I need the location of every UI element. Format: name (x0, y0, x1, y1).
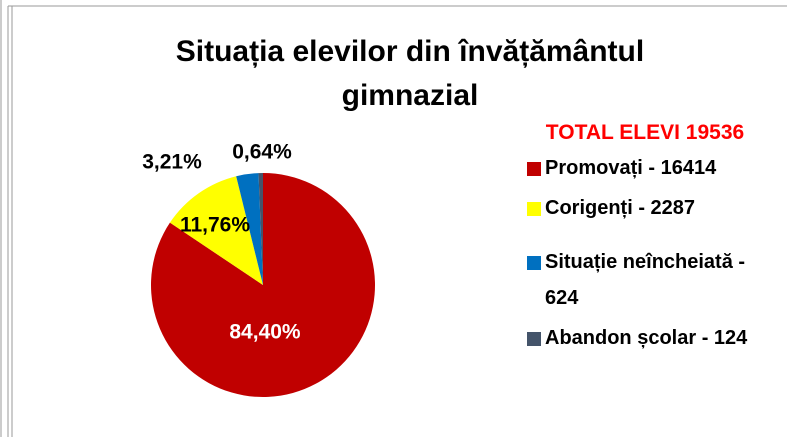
legend: TOTAL ELEVI 19536 Promovați - 16414 Corig… (510, 116, 780, 360)
pie-slice (258, 173, 263, 285)
pie-slice (169, 176, 263, 285)
legend-label: Corigenți - 2287 (545, 197, 696, 219)
legend-entry: Corigenți - 2287 (510, 190, 765, 226)
legend-label: Abandon școlar - 124 (545, 327, 748, 349)
data-label: 0,64% (232, 141, 292, 164)
legend-label: Situație neîncheiată - 624 (545, 251, 746, 309)
legend-swatch (527, 256, 541, 270)
legend-swatch (527, 202, 541, 216)
legend-entry: Promovați - 16414 (510, 150, 765, 186)
data-label: 84,40% (229, 321, 301, 344)
data-label: 3,21% (142, 151, 202, 174)
legend-swatch (527, 162, 541, 176)
legend-entry: Situație neîncheiată - 624 (510, 244, 765, 316)
data-label: 11,76% (180, 214, 250, 237)
chart-title: Situația elevilor din învățământul gimna… (175, 35, 645, 112)
legend-swatch (527, 332, 541, 346)
pie-slice (236, 173, 263, 285)
legend-label: Promovați - 16414 (545, 157, 717, 179)
annotation: TOTAL ELEVI 19536 (545, 121, 745, 144)
legend-entry: Abandon școlar - 124 (510, 320, 765, 356)
